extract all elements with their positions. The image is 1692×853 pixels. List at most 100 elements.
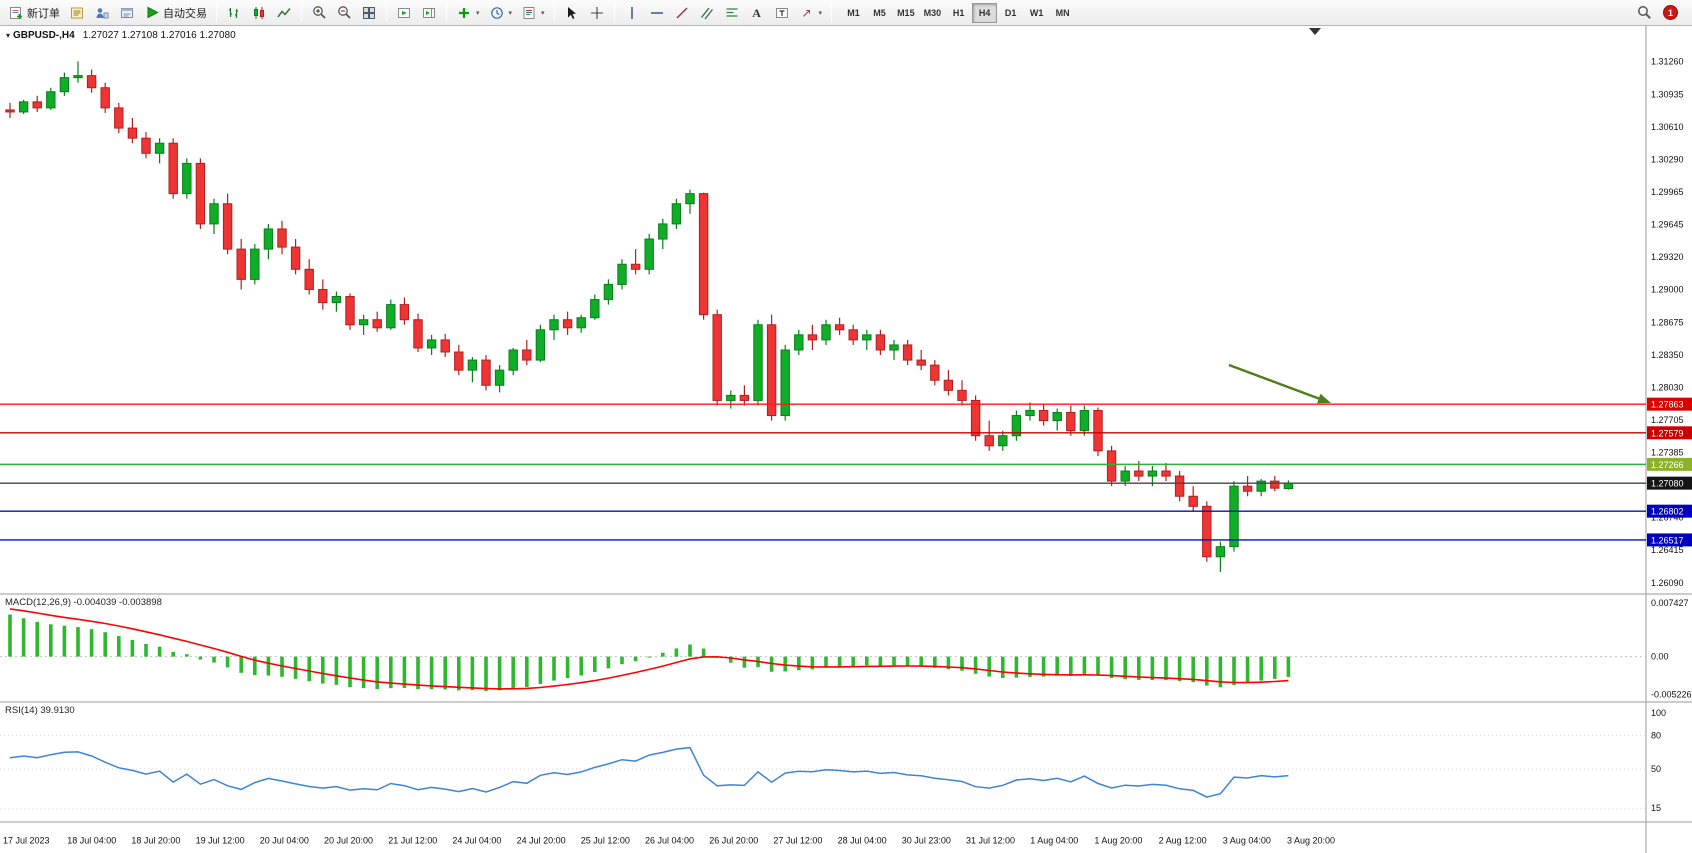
line-chart-button[interactable] — [272, 2, 296, 24]
svg-text:1.30935: 1.30935 — [1651, 89, 1684, 99]
candlesticks-icon — [251, 5, 267, 21]
timeframe-button-d1[interactable]: D1 — [998, 3, 1023, 23]
svg-text:18 Jul 20:00: 18 Jul 20:00 — [131, 836, 180, 846]
zoom-in-button[interactable] — [307, 2, 331, 24]
arrows-button[interactable]: ↗ ▾ — [795, 2, 827, 24]
time-axis[interactable]: 17 Jul 2023 18 Jul 04:00 18 Jul 20:00 19 Ju… — [3, 836, 1335, 846]
tile-windows-button[interactable] — [357, 2, 381, 24]
svg-text:26 Jul 20:00: 26 Jul 20:00 — [709, 836, 758, 846]
svg-text:1.28675: 1.28675 — [1651, 317, 1684, 327]
terminal-icon — [119, 5, 135, 21]
svg-text:1.27385: 1.27385 — [1651, 447, 1684, 457]
text-button[interactable]: A — [745, 2, 769, 24]
chart-shift-button[interactable] — [417, 2, 441, 24]
periods-clock-icon — [489, 5, 505, 21]
chart-shift-marker[interactable] — [1309, 28, 1321, 35]
search-icon — [1636, 5, 1652, 21]
svg-text:2 Aug 12:00: 2 Aug 12:00 — [1159, 836, 1207, 846]
svg-text:21 Jul 12:00: 21 Jul 12:00 — [388, 836, 437, 846]
svg-text:1.28350: 1.28350 — [1651, 350, 1684, 360]
price-tag — [1647, 426, 1692, 440]
main-toolbar: 新订单 自动交易 — [0, 0, 1692, 26]
svg-text:19 Jul 12:00: 19 Jul 12:00 — [196, 836, 245, 846]
new-order-icon — [8, 5, 24, 21]
timeframe-button-m15[interactable]: M15 — [893, 3, 919, 23]
svg-text:3 Aug 04:00: 3 Aug 04:00 — [1223, 836, 1271, 846]
indicators-button[interactable]: ▾ — [452, 2, 484, 24]
bar-chart-button[interactable] — [222, 2, 246, 24]
market-watch-button[interactable] — [65, 2, 89, 24]
zoom-out-button[interactable] — [332, 2, 356, 24]
svg-text:1.29000: 1.29000 — [1651, 284, 1684, 294]
channel-button[interactable] — [695, 2, 719, 24]
toolbar-separator — [831, 3, 833, 22]
label-button[interactable] — [770, 2, 794, 24]
svg-text:3 Aug 20:00: 3 Aug 20:00 — [1287, 836, 1335, 846]
svg-text:20 Jul 20:00: 20 Jul 20:00 — [324, 836, 373, 846]
annotation-arrow[interactable] — [1228, 363, 1320, 400]
svg-text:50: 50 — [1651, 764, 1661, 774]
svg-text:24 Jul 04:00: 24 Jul 04:00 — [452, 836, 501, 846]
svg-text:24 Jul 20:00: 24 Jul 20:00 — [517, 836, 566, 846]
svg-text:28 Jul 04:00: 28 Jul 04:00 — [838, 836, 887, 846]
horizontal-lines[interactable]: 1.27863 1.27579 1.27266 1.27080 1.26802 1.265… — [0, 397, 1692, 547]
cursor-button[interactable] — [560, 2, 584, 24]
toolbar-separator — [216, 3, 217, 22]
fibonacci-button[interactable] — [720, 2, 744, 24]
timeframe-button-m1[interactable]: M1 — [841, 3, 866, 23]
terminal-button[interactable] — [115, 2, 139, 24]
auto-scroll-icon — [396, 5, 412, 21]
crosshair-button[interactable] — [585, 2, 609, 24]
svg-text:17 Jul 2023: 17 Jul 2023 — [3, 836, 50, 846]
trendline-button[interactable] — [670, 2, 694, 24]
svg-text:27 Jul 12:00: 27 Jul 12:00 — [773, 836, 822, 846]
search-button[interactable] — [1632, 2, 1656, 24]
templates-button[interactable]: ▾ — [517, 2, 549, 24]
market-watch-icon — [69, 5, 85, 21]
svg-text:80: 80 — [1651, 730, 1661, 740]
auto-trading-button[interactable]: 自动交易 — [140, 2, 211, 24]
macd-histogram — [8, 614, 1291, 691]
timeframe-button-mn[interactable]: MN — [1050, 3, 1075, 23]
timeframe-button-m30[interactable]: M30 — [920, 3, 946, 23]
ohlc-bars-icon — [226, 5, 242, 21]
text-label-icon — [774, 5, 790, 21]
timeframe-button-w1[interactable]: W1 — [1024, 3, 1049, 23]
svg-text:1.26517: 1.26517 — [1651, 535, 1684, 545]
svg-text:1.27080: 1.27080 — [1651, 479, 1684, 489]
svg-text:20 Jul 04:00: 20 Jul 04:00 — [260, 836, 309, 846]
equidistant-channel-icon — [699, 5, 715, 21]
timeframe-button-h1[interactable]: H1 — [946, 3, 971, 23]
notification-badge[interactable]: 1 — [1663, 5, 1678, 20]
macd-indicator-label: MACD(12,26,9) -0.004039 -0.003898 — [5, 597, 162, 608]
periods-button[interactable]: ▾ — [485, 2, 517, 24]
new-order-button[interactable]: 新订单 — [4, 2, 64, 24]
svg-text:1.29320: 1.29320 — [1651, 252, 1684, 262]
line-chart-icon — [276, 5, 292, 21]
timeframe-group: M1 M5 M15 M30 H1 H4 D1 W1 MN — [841, 2, 1075, 23]
timeframe-button-h4[interactable]: H4 — [972, 2, 998, 23]
svg-text:1.26090: 1.26090 — [1651, 578, 1684, 588]
chevron-down-icon: ▾ — [541, 9, 545, 17]
candlestick-button[interactable] — [247, 2, 271, 24]
svg-text:31 Jul 12:00: 31 Jul 12:00 — [966, 836, 1015, 846]
auto-scroll-button[interactable] — [392, 2, 416, 24]
chart-menu-toggle-icon[interactable]: ▾ — [6, 31, 11, 40]
horizontal-line-icon — [649, 5, 665, 21]
chevron-down-icon: ▾ — [476, 9, 480, 17]
horizontal-line-button[interactable] — [645, 2, 669, 24]
navigator-icon — [94, 5, 110, 21]
svg-text:26 Jul 04:00: 26 Jul 04:00 — [645, 836, 694, 846]
navigator-button[interactable] — [90, 2, 114, 24]
svg-text:1.27705: 1.27705 — [1651, 415, 1684, 425]
toolbar-separator — [613, 3, 615, 22]
timeframe-button-m5[interactable]: M5 — [867, 3, 892, 23]
chart-canvas[interactable]: 1.31260 1.30935 1.30610 1.30290 1.29965 1.296… — [0, 26, 1692, 853]
cursor-arrow-icon — [564, 5, 580, 21]
vertical-line-icon — [624, 5, 640, 21]
annotation-arrowhead — [1317, 393, 1331, 404]
svg-text:1.26802: 1.26802 — [1651, 507, 1684, 517]
price-tag — [1647, 397, 1692, 411]
svg-text:1.31260: 1.31260 — [1651, 57, 1684, 67]
vertical-line-button[interactable] — [620, 2, 644, 24]
